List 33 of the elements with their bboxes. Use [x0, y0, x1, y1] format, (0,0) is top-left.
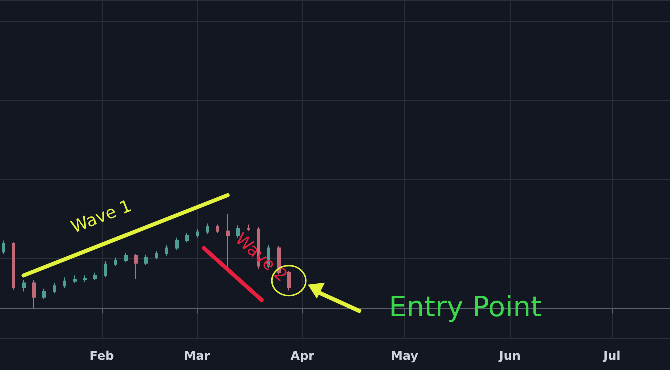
annotation: Entry Point [389, 290, 542, 324]
candlestick [185, 232, 189, 244]
candlestick [83, 275, 87, 283]
candlestick [93, 272, 97, 281]
x-tick-label: Mar [184, 349, 210, 363]
x-tick-label: May [390, 349, 419, 363]
x-tick-label: Feb [90, 349, 115, 363]
candlestick [53, 282, 56, 294]
candlestick [144, 254, 148, 266]
candlestick [206, 223, 209, 235]
candlestick [104, 261, 107, 278]
candlestick [134, 253, 138, 280]
candlestick [22, 280, 26, 292]
candlestick [124, 252, 128, 263]
x-tick-label: Jul [602, 349, 621, 363]
x-tick-label: Jun [498, 349, 521, 363]
candlestick [216, 224, 219, 234]
candlestick [247, 224, 250, 232]
candlestick [175, 237, 179, 251]
candlestick [42, 288, 46, 300]
candlestick [114, 257, 117, 267]
candlestick [63, 277, 66, 288]
candlestick [12, 242, 15, 290]
candlestick [73, 275, 77, 284]
candlestick [2, 240, 5, 254]
candlestick [155, 250, 158, 260]
candlestick [196, 228, 199, 238]
x-tick-label: Apr [290, 349, 315, 363]
text: Wave 1 [68, 196, 135, 238]
candlestick [32, 280, 36, 310]
candlestick [226, 214, 230, 269]
candlestick [287, 270, 291, 292]
candlestick [165, 244, 168, 256]
